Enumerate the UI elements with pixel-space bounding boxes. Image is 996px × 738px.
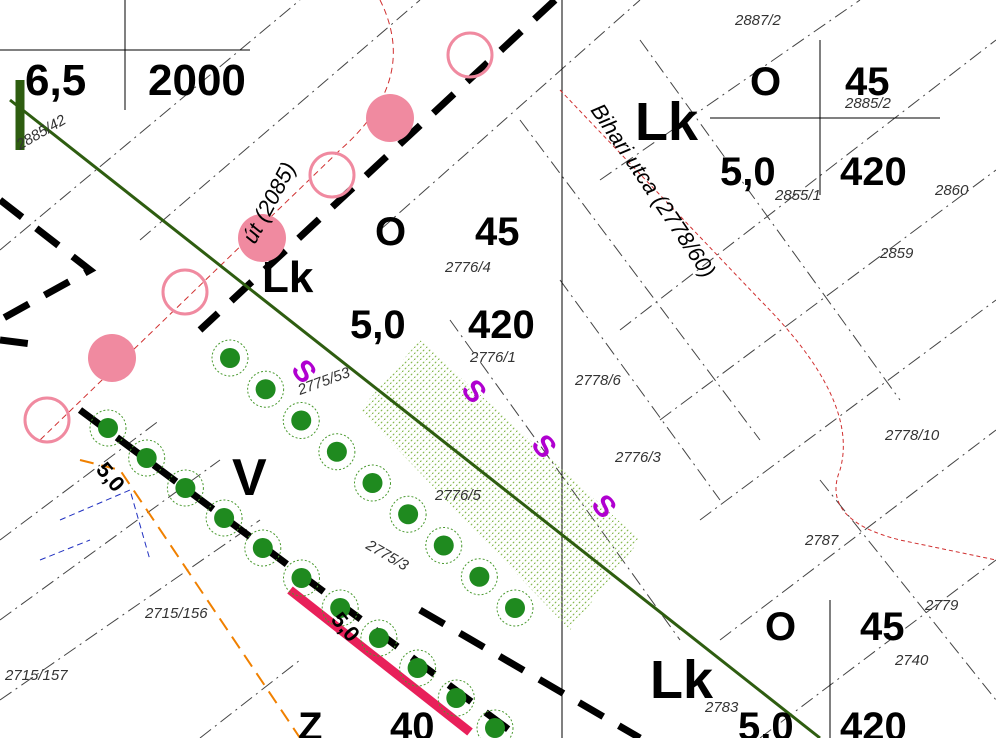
zone-ratio: 45 [860, 605, 905, 649]
parcel-number: 2885/2 [844, 95, 892, 112]
zone-label: Z [298, 705, 322, 738]
parcel-number: 2855/1 [774, 187, 821, 204]
tree-crown [247, 370, 285, 408]
green-line [9, 98, 821, 738]
parcel-number: 2715/157 [4, 667, 68, 684]
tree [398, 504, 419, 525]
zone-height: 6,5 [25, 56, 86, 105]
parcel-number: 2778/10 [884, 427, 940, 444]
zone-area: 420 [840, 150, 907, 194]
parcel-number: 2783 [704, 699, 739, 716]
zone-use: O [375, 210, 406, 254]
tree [446, 688, 467, 708]
tree [407, 658, 428, 678]
parcel-number: 2715/156 [144, 605, 208, 622]
zone-use: O [765, 605, 796, 649]
zone-area: 420 [468, 303, 535, 347]
tree-crown [360, 619, 398, 657]
zone-area: 2000 [148, 56, 246, 105]
parcel-number: 2740 [894, 652, 929, 669]
parcel-number: 2787 [804, 532, 839, 549]
orange-line [79, 459, 301, 738]
tree [175, 478, 196, 498]
tree [469, 566, 490, 587]
tree [255, 379, 276, 400]
pink-tree-outlines [23, 31, 494, 444]
setback: 5,0 [91, 457, 130, 497]
green-trees [89, 339, 534, 738]
tree-crown [437, 679, 475, 717]
tree-crown [318, 433, 356, 471]
tree-crown [166, 469, 204, 507]
tree-crown [282, 402, 320, 439]
parcel-number: 2775/3 [362, 536, 412, 574]
tree [368, 628, 389, 648]
tree [485, 718, 505, 738]
tree [433, 535, 454, 556]
tree [98, 418, 118, 438]
zone-height: 5,0 [720, 150, 776, 194]
tree-crown [354, 464, 391, 502]
parcel-number: 2776/4 [444, 259, 491, 276]
street-edge [559, 89, 996, 561]
tree-crown [476, 709, 514, 738]
parcel-number: 2860 [934, 182, 969, 199]
parcel-number: 2776/1 [469, 349, 516, 366]
zone-height: 5,0 [738, 705, 794, 738]
parcel-number: 2779 [924, 597, 959, 614]
tree-crown [425, 527, 463, 564]
pink-trees [88, 94, 414, 382]
tree [291, 410, 312, 431]
tree-crown [399, 649, 437, 687]
parcel-number: 2776/3 [614, 449, 662, 466]
zone-label: V [232, 449, 267, 507]
parcel-number: 2776/5 [434, 487, 482, 504]
tree [136, 448, 157, 468]
tree-crown [205, 499, 243, 537]
tree-crown [283, 559, 320, 597]
tree-crown [321, 589, 359, 627]
red-line [287, 586, 473, 736]
tree-crown [89, 409, 127, 447]
zone-code: Lk [262, 253, 314, 302]
tree [326, 441, 347, 462]
tree [291, 568, 312, 588]
tree-crown [460, 558, 498, 596]
parcel-number: 2887/2 [734, 12, 782, 29]
street-edge [39, 0, 394, 441]
zone-use: O [750, 60, 781, 104]
tree-crown [128, 439, 166, 477]
tree-crown [244, 529, 282, 567]
tree [505, 598, 525, 618]
blue-line [39, 489, 151, 561]
tree [214, 508, 235, 528]
tree [362, 473, 383, 493]
parcel-number: 2859 [879, 245, 914, 262]
tree-crown [389, 495, 427, 533]
zone-code: Lk [650, 650, 714, 710]
tree-crown [496, 589, 534, 627]
tree [220, 348, 240, 368]
tree [252, 538, 273, 558]
zone-area: 420 [840, 705, 907, 738]
tree-crown [211, 339, 249, 377]
parcel-number: 2778/6 [574, 372, 622, 389]
zone-height: 5,0 [350, 303, 406, 347]
zone-code: Lk [635, 92, 699, 152]
zone-boundaries [0, 0, 642, 738]
tree [330, 598, 351, 618]
zone-ratio: 45 [845, 60, 890, 104]
zone-ratio: 45 [475, 210, 520, 254]
zone-label: 40 [390, 705, 435, 738]
